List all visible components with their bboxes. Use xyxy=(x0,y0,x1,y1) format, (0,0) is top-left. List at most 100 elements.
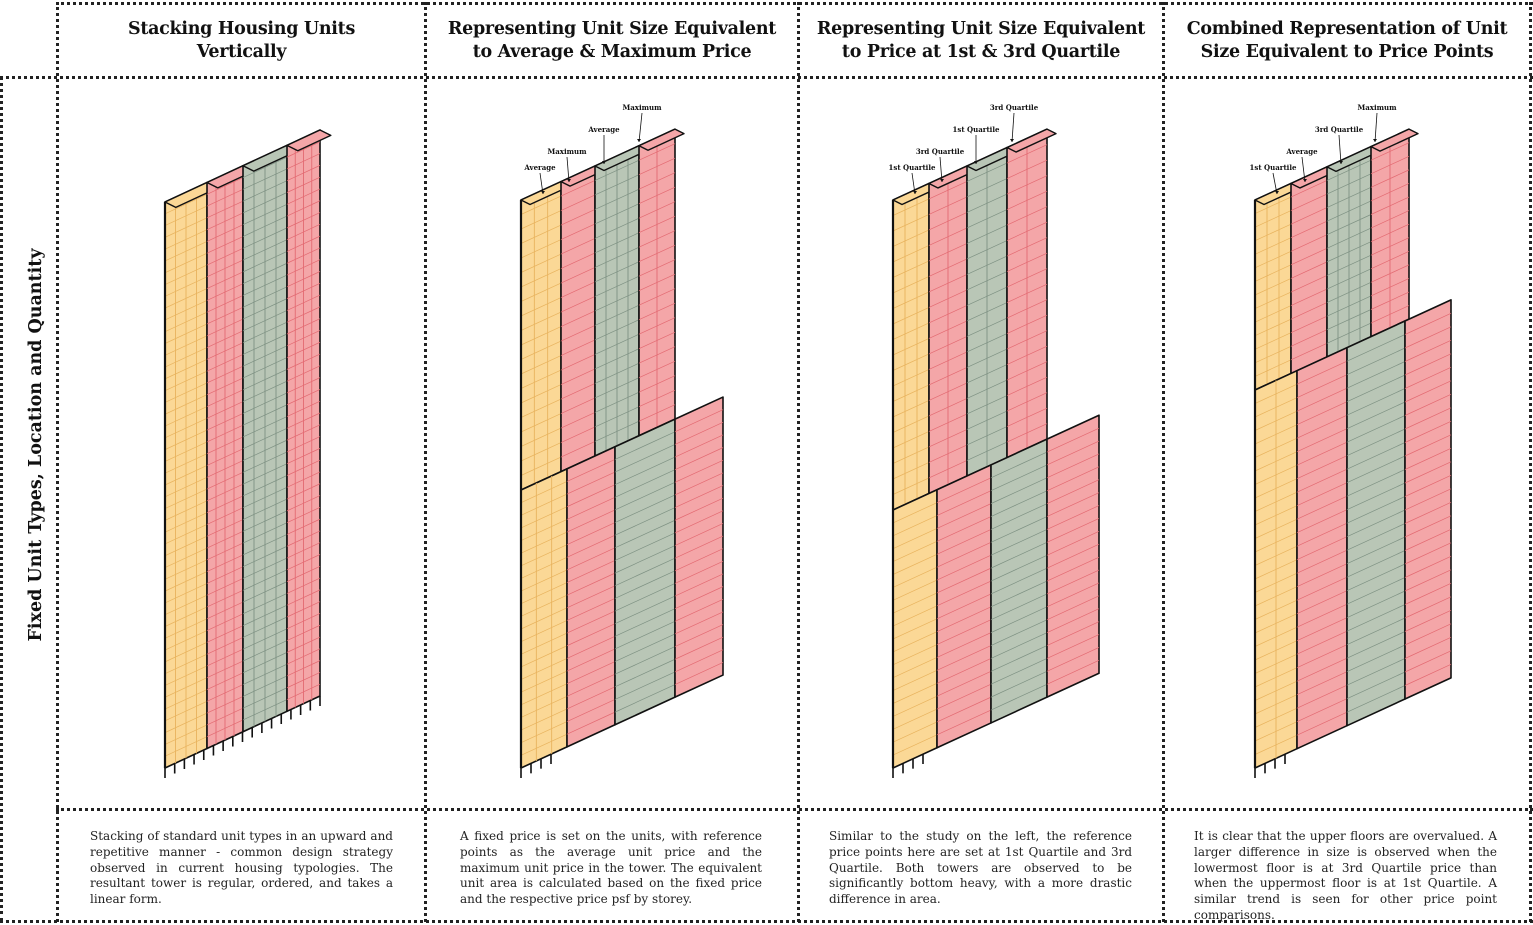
column-title-3-line2: to Price at 1st & 3rd Quartile xyxy=(841,42,1121,62)
tower4-seg2-band3-floor-line xyxy=(1346,631,1406,659)
tower3-seg2-band3-floor-line xyxy=(990,658,1048,685)
tower2-seg2-band4-floor-line xyxy=(674,611,724,635)
column-title-1-line1: Stacking Housing Units xyxy=(128,19,355,39)
tower2-seg2-band3-floor-line xyxy=(614,469,676,498)
tower3-seg2-band2-floor-line xyxy=(936,606,992,632)
tower3-seg1-band1-floor-line xyxy=(892,415,930,433)
tower3-seg1-band1-floor-line xyxy=(892,446,930,464)
tower2-seg2-band1-floor-line xyxy=(520,569,568,592)
tower4-seg2-band2-floor-line xyxy=(1296,387,1348,412)
tower4-seg2-band4-floor-line xyxy=(1404,542,1452,565)
tower4-seg2-band4-floor-line xyxy=(1404,569,1452,592)
tower4-seg2-band4-floor-line xyxy=(1404,313,1452,335)
tower3-seg2-band3-floor-line xyxy=(990,580,1048,608)
column-title-3-line1: Representing Unit Size Equivalent xyxy=(816,19,1146,39)
tower4-seg2-band4-floor-line xyxy=(1404,407,1452,430)
tower3-seg1-band1-floor-line xyxy=(892,384,930,402)
tower2-seg1-band1-floor-line xyxy=(520,195,562,215)
tower4-seg2-band4-floor-line xyxy=(1404,475,1452,497)
tower4-seg1-band2-floor-line xyxy=(1290,302,1328,320)
tower2-seg1-band2-floor-line xyxy=(560,209,596,226)
tower4-seg2-band3-floor-line xyxy=(1346,442,1406,470)
tower3-seg2-band3-floor-line xyxy=(990,451,1048,479)
tower2-seg1-band2-floor-line xyxy=(560,296,596,313)
tower3-seg1-band1-floor-line xyxy=(892,214,930,232)
tower4-seg2-band4-floor-line xyxy=(1404,326,1452,349)
tower4-seg2-band2-floor-line xyxy=(1296,603,1348,628)
tower2-seg2-band4-floor-line xyxy=(674,472,724,496)
tower4-seg2-band2-floor-line xyxy=(1296,711,1348,736)
tower3-seg2-band1-floor-line xyxy=(892,670,938,691)
tower2-label-2: Maximum xyxy=(547,147,587,156)
tower4-seg2-band3-floor-line xyxy=(1346,523,1406,551)
column-title-4: Combined Representation of Unit Size Equ… xyxy=(1165,18,1529,64)
tower2-seg1-band1-floor-line xyxy=(520,297,562,317)
tower4-seg2-band4-floor-line xyxy=(1404,488,1452,511)
tower3-seg2-band3-floor-line xyxy=(990,606,1048,633)
tower2-seg2-band1-floor-line xyxy=(520,519,568,541)
tower2-seg2-band4-floor-line xyxy=(674,586,724,610)
column-title-2-line2: to Average & Maximum Price xyxy=(472,42,752,62)
tower3-label-2: 3rd Quartile xyxy=(916,147,965,156)
top-border xyxy=(56,2,1533,5)
tower3-seg2-band3-floor-line xyxy=(990,671,1048,698)
tower4-seg2-band3-floor-line xyxy=(1346,550,1406,578)
tower3-seg2-band3-floor-line xyxy=(990,593,1048,621)
tower2-seg2-band4-floor-line xyxy=(674,573,724,597)
tower3-seg2-band4-floor-line xyxy=(1046,608,1100,633)
tower4-seg2-band3-floor-line xyxy=(1346,455,1406,483)
tower2-seg1-band1-floor-line xyxy=(520,239,562,259)
tower3-seg2-band3-floor-line xyxy=(990,529,1048,556)
column-divider-1 xyxy=(424,2,427,922)
tower3-seg2-band4-floor-line xyxy=(1046,647,1100,672)
tower4-seg1-band2-floor-line xyxy=(1290,234,1328,252)
tower3-label-4: 3rd Quartile xyxy=(990,103,1039,112)
tower2-seg2-band3-floor-line xyxy=(614,633,676,662)
tower4-seg2-band4-floor-line xyxy=(1404,502,1452,524)
tower4-seg2-band4-floor-line xyxy=(1404,461,1452,484)
tower3-seg2-band4-floor-line xyxy=(1046,440,1100,466)
tower3-seg2-band1-floor-line xyxy=(892,579,938,601)
column-title-1-line2: Vertically xyxy=(196,42,287,62)
tower4-seg1-band1-floor-line xyxy=(1254,210,1292,228)
tower-diagram-stacked xyxy=(163,129,332,778)
tower-diagram-average-maximum: Average Maximum Average Maximum xyxy=(519,103,724,778)
tower2-seg2-band1-floor-line xyxy=(520,531,568,554)
tower3-seg2-band1-floor-line xyxy=(892,553,938,575)
tower2-label-3-arrow xyxy=(602,161,606,164)
tower2-seg2-band2-floor-line xyxy=(566,661,616,684)
tower3-seg2-band1-floor-line xyxy=(892,631,938,653)
tower3-seg2-band4-floor-line xyxy=(1046,569,1100,595)
tower2-seg2-band2-floor-line xyxy=(566,459,616,482)
tower2-seg2-band1-floor-line xyxy=(520,556,568,579)
tower2-seg1-band1-floor-line xyxy=(520,355,562,375)
description-3: Similar to the study on the left, the re… xyxy=(829,829,1132,907)
tower2-label-4: Maximum xyxy=(622,103,662,112)
tower2-seg2-band4-floor-line xyxy=(674,649,724,673)
tower2-seg2-band2-floor-line xyxy=(566,560,616,583)
tower2-seg2-band2-floor-line xyxy=(566,585,616,609)
tower2-seg2-band1-floor-line xyxy=(520,683,568,706)
tower3-label-1-leader xyxy=(911,172,916,195)
tower2-seg1-band2-floor-line xyxy=(560,223,596,240)
tower2-seg2-band2-floor-line xyxy=(566,699,616,722)
tower2-seg1-band1-floor-line xyxy=(520,224,562,244)
tower4-seg2-band3-floor-line xyxy=(1346,577,1406,605)
tower3-seg1-band1-floor-line xyxy=(892,431,930,449)
tower4-seg2-band4-floor-line xyxy=(1404,434,1452,457)
tower3-seg1-band1-floor-line xyxy=(892,229,930,247)
tower2-seg1-band2-floor-line xyxy=(560,281,596,298)
tower4-seg2-band2-floor-line xyxy=(1296,644,1348,668)
tower3-seg2-band2-floor-line xyxy=(936,671,992,697)
tower3-label-2-leader xyxy=(939,156,943,183)
tower2-seg2-band4-floor-line xyxy=(674,662,724,685)
tower4-seg1-band1-floor-line xyxy=(1254,278,1292,296)
tower2-seg1-band2-floor-line xyxy=(560,426,596,443)
tower4-seg2-band4-floor-line xyxy=(1404,596,1452,619)
tower2-label-2-leader xyxy=(566,156,570,183)
tower4-seg2-band3-floor-line xyxy=(1346,361,1406,389)
tower4-seg2-band2-floor-line xyxy=(1296,698,1348,722)
tower4-seg2-band3-floor-line xyxy=(1346,469,1406,497)
tower4-seg2-band4-floor-line xyxy=(1404,610,1452,632)
tower4-seg2-band2-floor-line xyxy=(1296,401,1348,425)
